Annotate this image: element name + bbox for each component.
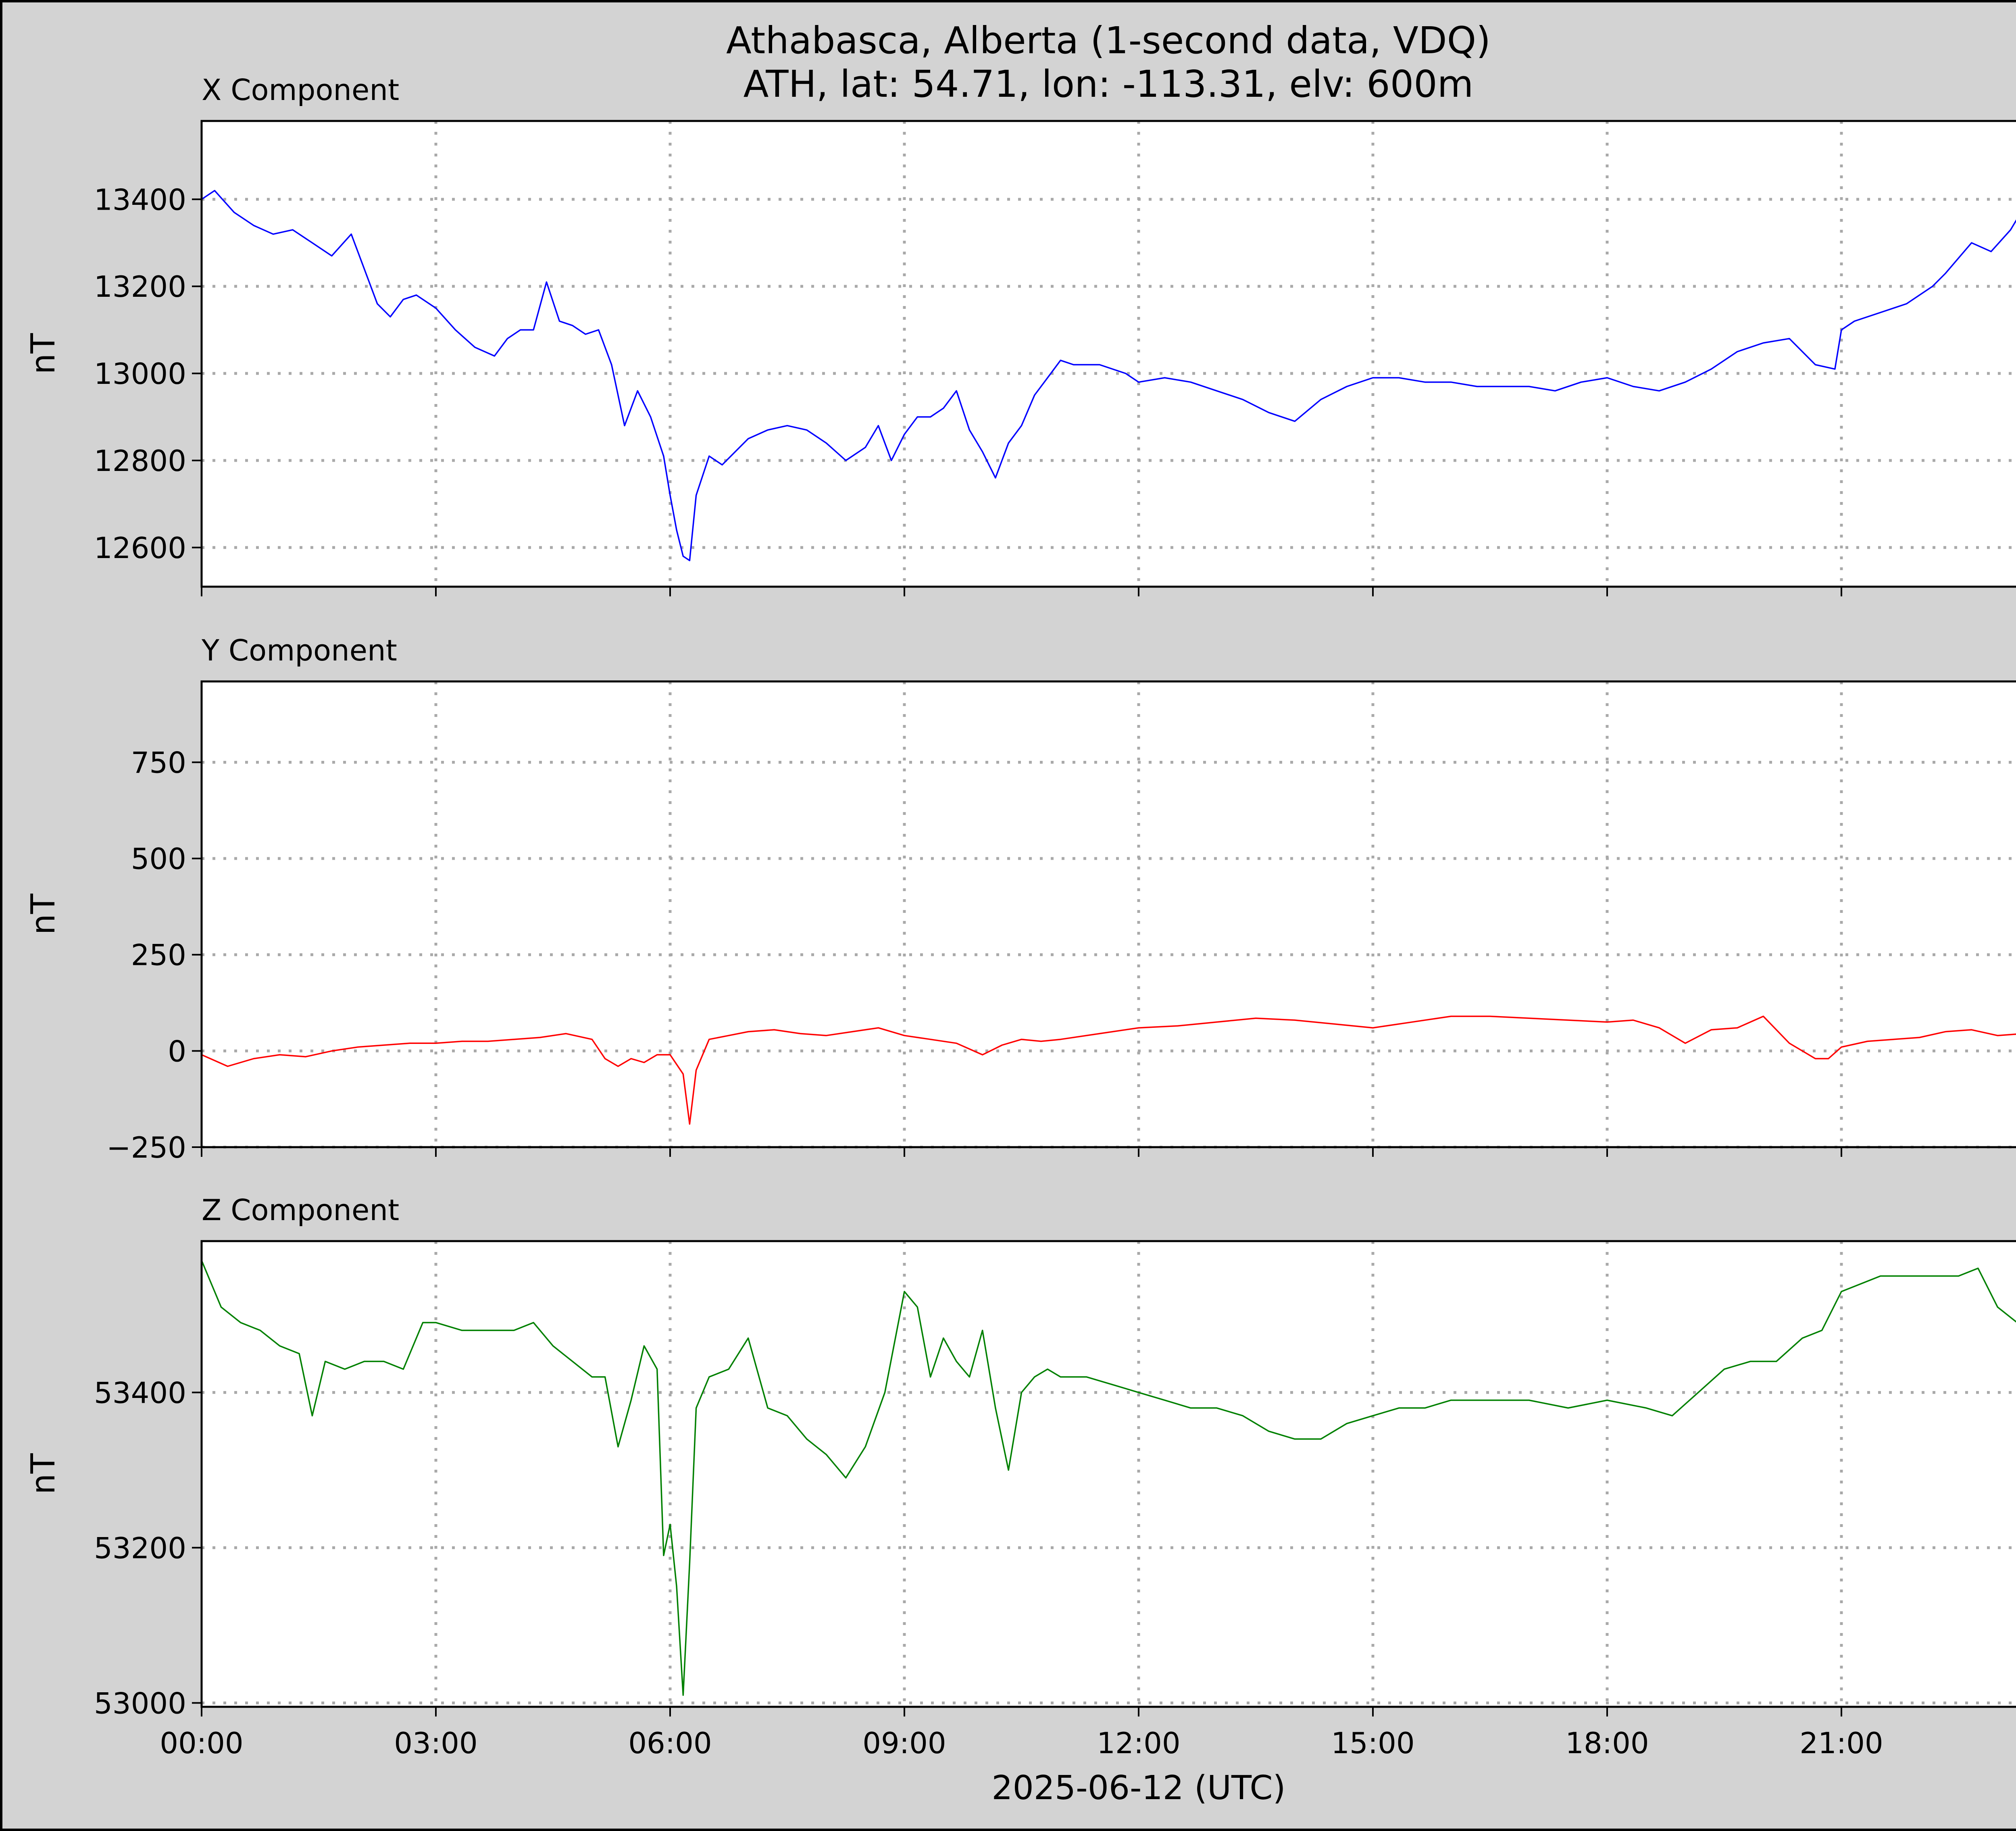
y-tick-label: 500 bbox=[131, 842, 186, 876]
y-tick-label: 53000 bbox=[94, 1686, 186, 1720]
series-line bbox=[201, 190, 2016, 561]
figure-title-line1: Athabasca, Alberta (1-second data, VDQ) bbox=[726, 19, 1491, 62]
x-tick-label: 03:00 bbox=[394, 1726, 478, 1760]
plot-area bbox=[202, 121, 2016, 587]
panel-1: 12600 12800 13000 13200 13400 X Component nT bbox=[24, 73, 2016, 596]
panel-2: −250 0 250 500 750 Y Component nT bbox=[24, 633, 2016, 1164]
x-tick-label: 06:00 bbox=[628, 1726, 712, 1760]
panel-title: Y Component bbox=[201, 633, 397, 667]
y-tick-label: 13200 bbox=[94, 270, 186, 304]
y-axis-label: nT bbox=[24, 1453, 62, 1495]
x-axis-label: 2025-06-12 (UTC) bbox=[991, 1769, 1285, 1807]
panel-title: Z Component bbox=[202, 1193, 399, 1227]
y-tick-label: 750 bbox=[131, 746, 186, 779]
x-tick-label: 21:00 bbox=[1799, 1726, 1883, 1760]
y-tick-label: 53200 bbox=[94, 1531, 186, 1565]
x-tick-label: 12:00 bbox=[1097, 1726, 1181, 1760]
x-tick-label: 00:00 bbox=[160, 1726, 244, 1760]
x-tick-label: 18:00 bbox=[1565, 1726, 1649, 1760]
plot-area bbox=[202, 1241, 2016, 1707]
plot-frame bbox=[200, 680, 2016, 1148]
plot-area bbox=[202, 681, 2016, 1147]
y-tick-label: 13000 bbox=[94, 357, 186, 391]
series-line bbox=[201, 1260, 2016, 1696]
x-tick-label: 09:00 bbox=[862, 1726, 946, 1760]
y-tick-label: 12600 bbox=[94, 531, 186, 565]
y-tick-label: 53400 bbox=[94, 1376, 186, 1410]
x-tick-label: 15:00 bbox=[1331, 1726, 1415, 1760]
y-tick-label: 13400 bbox=[94, 183, 186, 217]
y-tick-label: 0 bbox=[168, 1034, 186, 1068]
series-line bbox=[201, 1015, 2016, 1125]
plot-frame bbox=[200, 1240, 2016, 1708]
y-tick-label: 12800 bbox=[94, 444, 186, 478]
y-axis-label: nT bbox=[24, 894, 62, 935]
y-axis-label: nT bbox=[24, 333, 62, 375]
y-tick-label: −250 bbox=[106, 1131, 186, 1164]
y-tick-label: 250 bbox=[131, 938, 186, 972]
panel-title: X Component bbox=[202, 73, 399, 107]
plot-frame bbox=[200, 120, 2016, 588]
panel-3: 00:00 03:00 06:00 09:00 12:00 15:00 18:00 21:00… bbox=[24, 1193, 2016, 1760]
figure-title-line2: ATH, lat: 54.71, lon: -113.31, elv: 600m bbox=[744, 62, 1474, 106]
